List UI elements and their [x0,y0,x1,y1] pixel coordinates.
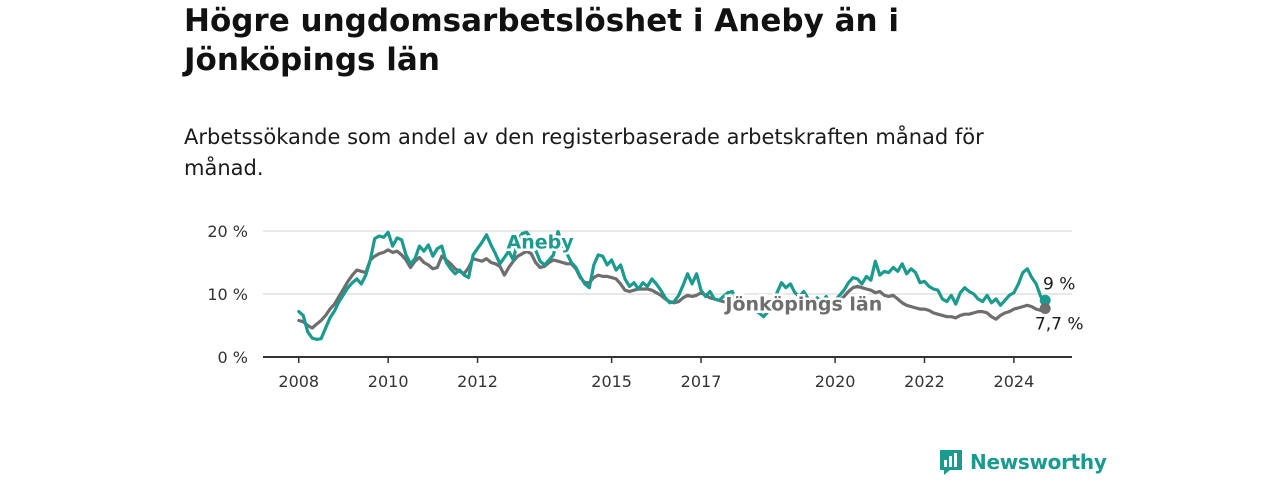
y-tick-label-2: 20 % [207,222,248,241]
end-value-label-1: 7,7 % [1035,314,1084,334]
brand-logo: Newsworthy [938,448,1107,476]
line-chart: 0 % 10 % 20 % 2008 2010 2012 2015 2017 2020 2022 2… [207,222,1085,391]
x-tick-label-3: 2015 [591,372,632,391]
x-tick-label-5: 2020 [815,372,856,391]
x-tick-label-2: 2012 [457,372,498,391]
y-tick-label-1: 10 % [207,285,248,304]
newsworthy-logo-icon [940,450,962,475]
chart-subtitle: Arbetssökande som andel av den registerb… [184,125,984,180]
x-tick-label-0: 2008 [278,372,319,391]
end-value-label-0: 9 % [1043,274,1075,294]
series-line-0 [297,230,1047,341]
x-tick-label-7: 2024 [994,372,1035,391]
x-tick-label-6: 2022 [904,372,945,391]
chart-title: Högre ungdomsarbetslöshet i Aneby än i J… [184,3,899,78]
series-label-0: Aneby [507,232,575,254]
end-point-0 [1039,294,1051,306]
brand-name: Newsworthy [970,450,1107,474]
x-tick-label-1: 2010 [368,372,409,391]
y-tick-label-0: 0 % [218,348,248,367]
x-tick-label-4: 2017 [681,372,722,391]
series-label-1: Jönköpings län [723,293,882,315]
end-point-1 [1039,302,1051,314]
